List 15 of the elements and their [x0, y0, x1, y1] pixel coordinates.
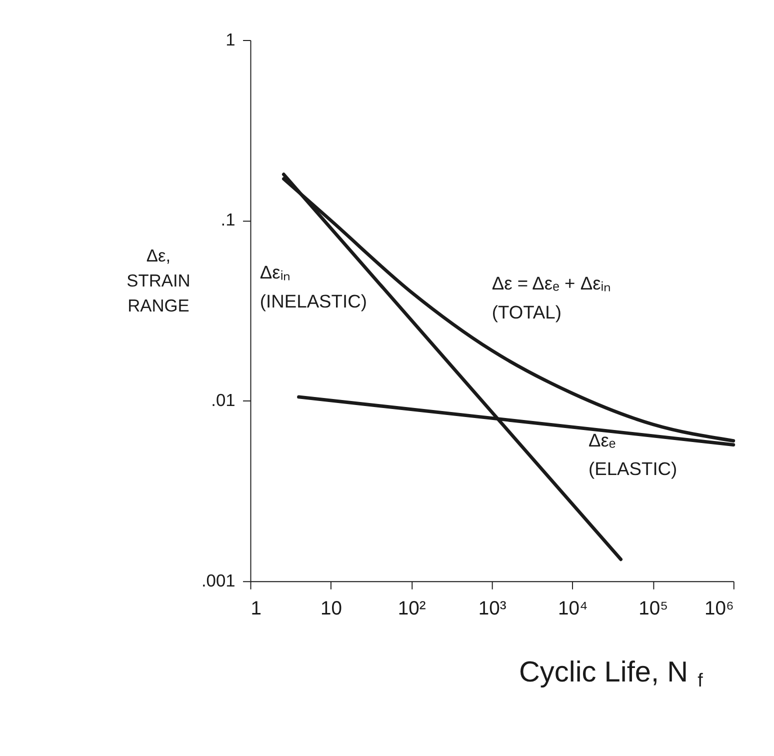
series-label: Δε = Δεₑ + Δεᵢₙ (TOTAL) — [492, 272, 611, 322]
x-tick-label: 10⁵ — [638, 598, 668, 620]
y-tick-label: .001 — [201, 570, 236, 590]
y-tick-label: .1 — [220, 210, 236, 230]
x-tick-label: 10³ — [478, 598, 507, 620]
x-tick-label: 10⁴ — [558, 598, 588, 620]
y-tick-label: 1 — [226, 29, 236, 50]
series-label: Δεₑ (ELASTIC) — [588, 429, 678, 480]
x-tick-label: 10⁶ — [704, 598, 734, 620]
series-label: Δεᵢₙ (INELASTIC) — [260, 262, 367, 312]
y-tick-label: .01 — [211, 390, 236, 410]
x-tick-label: 1 — [250, 598, 262, 620]
x-tick-label: 10 — [320, 598, 342, 620]
x-tick-label: 10² — [398, 598, 426, 620]
y-axis-title: Δε, STRAIN RANGE — [126, 245, 190, 316]
